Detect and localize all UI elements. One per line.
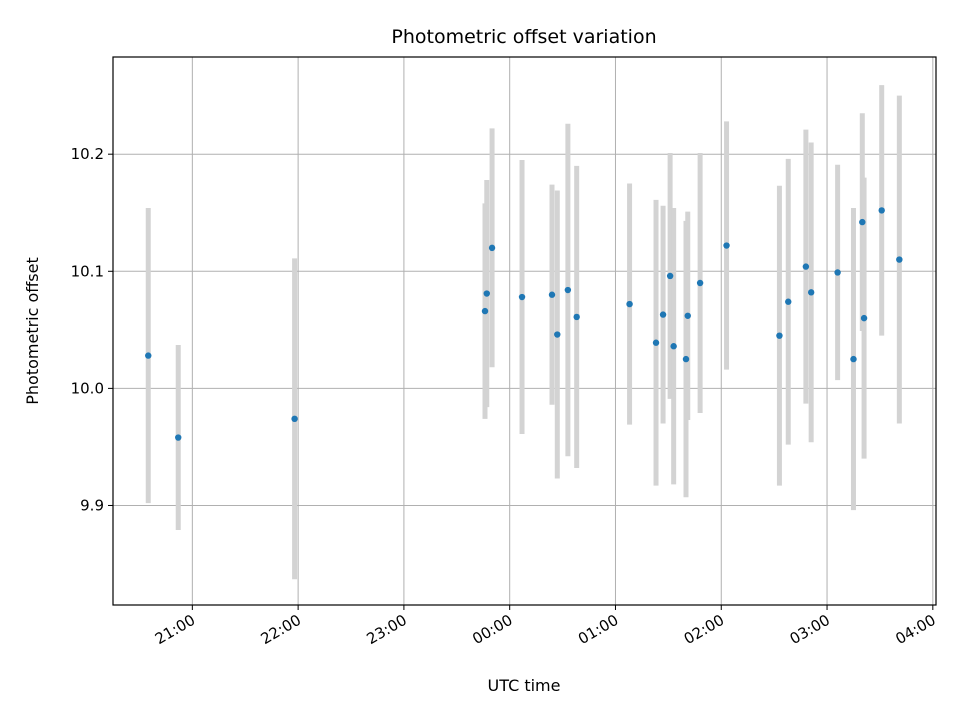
data-point bbox=[860, 314, 868, 322]
data-point bbox=[488, 244, 496, 252]
data-point bbox=[896, 256, 903, 263]
data-point bbox=[291, 415, 298, 423]
point-layer bbox=[145, 207, 903, 441]
grid-layer bbox=[113, 57, 936, 605]
data-point bbox=[723, 242, 730, 249]
data-point bbox=[666, 272, 674, 280]
data-point bbox=[682, 355, 690, 363]
data-point bbox=[652, 339, 660, 346]
data-point bbox=[878, 207, 885, 214]
y-tick-label: 10.2 bbox=[71, 145, 104, 163]
x-axis-title: UTC time bbox=[488, 676, 561, 695]
data-point bbox=[859, 218, 866, 226]
data-point bbox=[481, 307, 489, 315]
data-point bbox=[696, 279, 704, 287]
y-axis-title: Photometric offset bbox=[23, 257, 42, 405]
data-point bbox=[483, 290, 490, 297]
chart-title: Photometric offset variation bbox=[391, 26, 656, 48]
data-point bbox=[554, 331, 561, 338]
data-point bbox=[834, 269, 841, 276]
plot-frame bbox=[112, 56, 937, 606]
data-point bbox=[573, 313, 580, 321]
data-point bbox=[626, 300, 633, 308]
y-tick-label: 10.0 bbox=[71, 379, 104, 397]
data-point bbox=[175, 434, 182, 441]
data-point bbox=[850, 355, 857, 363]
data-point bbox=[145, 352, 152, 359]
data-point bbox=[776, 332, 783, 339]
data-point bbox=[659, 311, 667, 318]
data-point bbox=[807, 289, 815, 296]
data-point bbox=[548, 291, 556, 298]
data-point bbox=[802, 263, 810, 270]
data-point bbox=[670, 343, 677, 350]
data-point bbox=[564, 286, 572, 294]
data-point bbox=[684, 312, 691, 319]
y-tick-label: 9.9 bbox=[80, 496, 104, 514]
y-tick-label: 10.1 bbox=[71, 262, 104, 280]
data-point bbox=[518, 293, 526, 301]
data-point bbox=[785, 298, 792, 305]
